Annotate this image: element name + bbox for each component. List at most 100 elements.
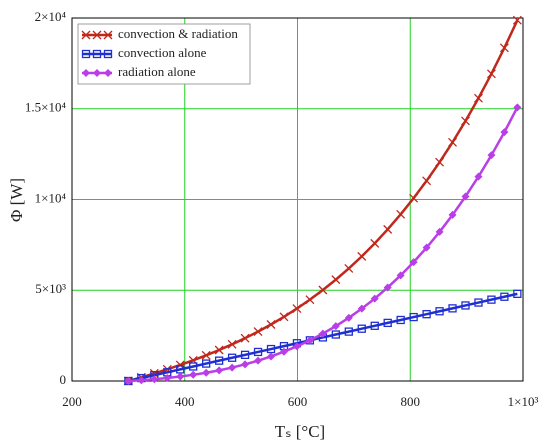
marker [396, 209, 406, 219]
y-axis-label: Φ [W] [7, 178, 26, 222]
marker [474, 298, 483, 307]
marker [344, 313, 353, 322]
marker [202, 359, 211, 368]
marker [81, 49, 91, 59]
x-tick-label: 200 [62, 394, 82, 409]
x-tick-label: 600 [288, 394, 308, 409]
marker [383, 318, 392, 328]
marker [422, 243, 431, 252]
marker [240, 333, 250, 343]
marker [331, 275, 341, 285]
legend-label: convection alone [118, 45, 207, 60]
marker [357, 304, 366, 313]
x-axis-label: Tₛ [°C] [275, 422, 325, 441]
marker [487, 295, 496, 304]
marker [92, 49, 102, 59]
marker [435, 307, 444, 316]
marker [486, 69, 496, 79]
marker [92, 30, 102, 40]
marker [448, 210, 457, 219]
marker [176, 372, 185, 381]
x-tick-label: 1×10³ [508, 394, 539, 409]
marker [435, 157, 445, 167]
marker [383, 224, 393, 234]
marker [409, 258, 418, 267]
marker [357, 251, 367, 261]
marker [292, 342, 301, 351]
marker [409, 312, 418, 322]
x-tick-label: 400 [175, 394, 195, 409]
marker [331, 330, 340, 339]
marker [227, 339, 237, 349]
y-tick-label: 1×10⁴ [35, 190, 67, 205]
marker [267, 352, 276, 361]
marker [137, 376, 146, 385]
marker [461, 116, 470, 126]
marker [305, 336, 314, 345]
marker [214, 345, 224, 355]
marker [240, 350, 250, 359]
legend-label: convection & radiation [118, 26, 238, 41]
marker [422, 176, 432, 186]
marker [227, 353, 237, 362]
marker [124, 377, 133, 385]
marker [331, 322, 340, 331]
marker [500, 128, 509, 137]
marker [292, 304, 302, 314]
plot-frame [71, 17, 524, 382]
marker [189, 370, 198, 379]
marker [500, 292, 509, 301]
marker [435, 227, 444, 236]
marker [103, 49, 113, 59]
marker [103, 30, 113, 40]
marker [279, 312, 289, 322]
marker [383, 283, 392, 292]
marker [318, 285, 328, 295]
marker [396, 271, 405, 280]
y-tick-label: 1.5×10⁴ [25, 100, 67, 115]
series-line [128, 106, 519, 383]
marker [305, 295, 315, 305]
marker [150, 375, 159, 384]
marker [253, 347, 263, 357]
marker [357, 324, 366, 333]
marker [241, 360, 250, 369]
marker [512, 15, 522, 25]
marker [461, 301, 470, 310]
marker [214, 356, 224, 365]
marker [318, 329, 327, 338]
marker [189, 362, 198, 371]
marker [266, 320, 276, 329]
marker [81, 30, 91, 40]
marker [474, 172, 483, 181]
marker [513, 289, 522, 298]
marker [396, 315, 405, 325]
marker [461, 192, 470, 201]
marker [253, 327, 263, 337]
marker [254, 356, 263, 365]
marker [344, 327, 353, 336]
marker [104, 69, 112, 77]
marker [487, 151, 496, 160]
marker [474, 93, 483, 103]
legend-label: radiation alone [118, 64, 196, 79]
marker [279, 347, 288, 356]
marker [344, 263, 354, 273]
marker [448, 137, 457, 147]
marker [370, 294, 379, 303]
marker [93, 69, 101, 77]
marker [370, 238, 380, 248]
y-tick-label: 0 [60, 372, 67, 387]
marker [202, 368, 211, 377]
y-tick-label: 2×10⁴ [35, 9, 67, 24]
marker [163, 374, 172, 383]
marker [422, 310, 431, 319]
marker [513, 103, 522, 112]
marker [499, 43, 509, 53]
marker [215, 366, 224, 375]
marker [228, 363, 237, 372]
marker [201, 350, 211, 360]
marker [448, 304, 457, 313]
x-tick-label: 800 [401, 394, 421, 409]
